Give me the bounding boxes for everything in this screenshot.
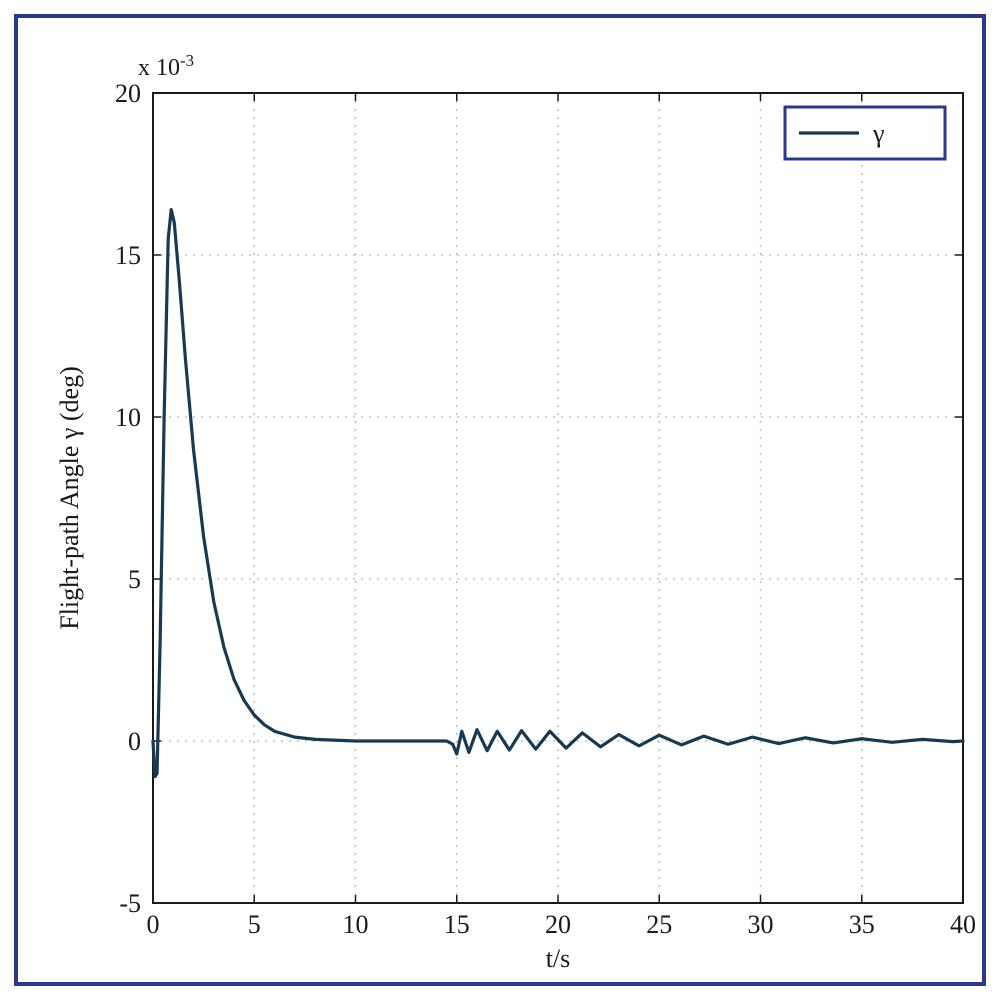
x-tick-label: 5 — [248, 910, 261, 939]
x-tick-label: 10 — [343, 910, 369, 939]
legend: γ — [785, 107, 945, 159]
y-axis-label: Flight-path Angle γ (deg) — [55, 366, 84, 630]
x-axis-label: t/s — [546, 944, 571, 973]
y-tick-label: 0 — [128, 727, 141, 756]
x-tick-label: 0 — [147, 910, 160, 939]
flight-path-chart: 0510152025303540-505101520x 10-3t/sFligh… — [18, 18, 982, 982]
x-tick-label: 15 — [444, 910, 470, 939]
y-tick-label: 20 — [115, 79, 141, 108]
y-tick-label: 10 — [115, 403, 141, 432]
y-tick-label: -5 — [119, 889, 141, 918]
y-tick-label: 5 — [128, 565, 141, 594]
y-tick-label: 15 — [115, 241, 141, 270]
x-tick-label: 30 — [748, 910, 774, 939]
x-tick-label: 25 — [646, 910, 672, 939]
outer-frame: 0510152025303540-505101520x 10-3t/sFligh… — [14, 14, 986, 986]
legend-label: γ — [872, 119, 885, 148]
x-tick-label: 35 — [849, 910, 875, 939]
x-tick-label: 20 — [545, 910, 571, 939]
chart-container: 0510152025303540-505101520x 10-3t/sFligh… — [18, 18, 982, 982]
x-tick-label: 40 — [950, 910, 976, 939]
